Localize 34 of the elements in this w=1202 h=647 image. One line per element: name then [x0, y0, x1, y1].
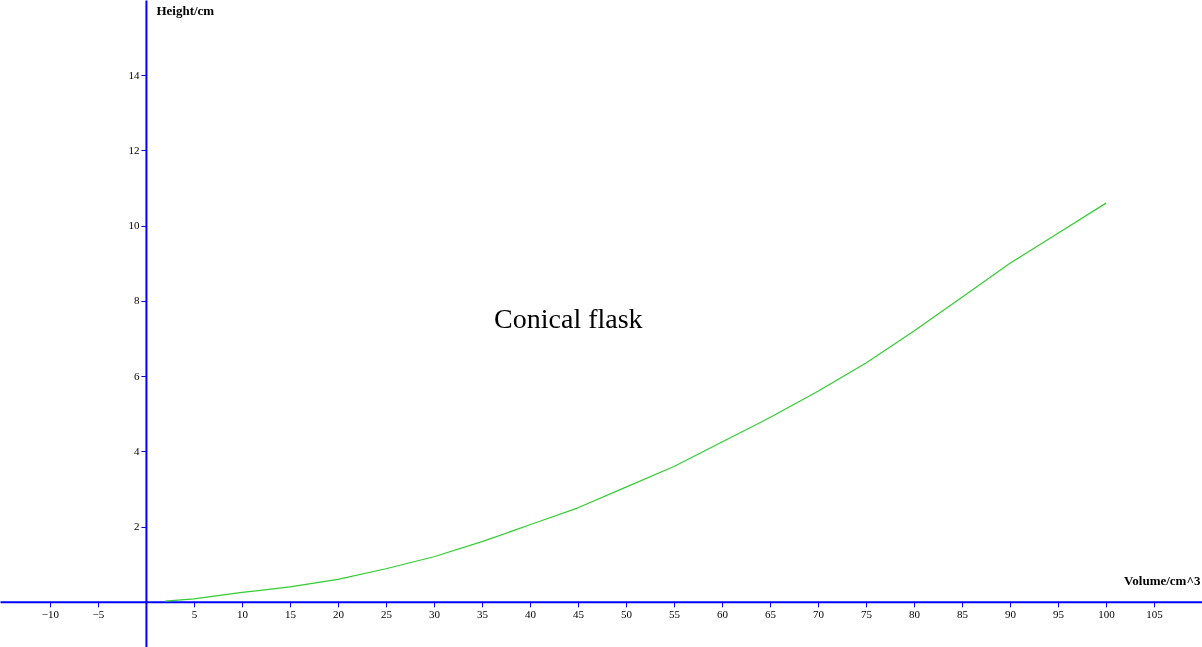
y-tick-label: 10 [128, 219, 140, 232]
x-tick-label: 50 [620, 608, 633, 621]
line-series [164, 202, 1107, 602]
x-tick-label: 55 [668, 608, 681, 621]
x-tick-label: 80 [908, 608, 921, 621]
x-tick-label: 95 [1052, 608, 1065, 621]
x-tick-label: 10 [236, 608, 249, 621]
x-tick-label: 85 [956, 608, 969, 621]
x-tick-label: 75 [860, 608, 873, 621]
y-tick-label: 8 [133, 294, 140, 307]
x-tick-label: −5 [92, 608, 105, 621]
y-tick-label: 6 [133, 369, 140, 382]
x-tick-label: 30 [428, 608, 441, 621]
x-tick-label: 70 [812, 608, 825, 621]
x-tick-label: 20 [332, 608, 345, 621]
x-axis-title: Volume/cm^3 [1124, 573, 1201, 589]
x-tick-label: 105 [1146, 608, 1164, 621]
x-tick-label: 90 [1004, 608, 1017, 621]
x-tick-label: 65 [764, 608, 777, 621]
x-tick-label: 60 [716, 608, 729, 621]
y-tick-label: 12 [128, 143, 140, 156]
x-tick-label: 35 [476, 608, 489, 621]
x-tick-label: 40 [524, 608, 537, 621]
x-tick-label: 100 [1098, 608, 1116, 621]
y-tick-label: 4 [133, 444, 140, 457]
text: Conical flask [494, 302, 643, 334]
x-tick-label: −10 [41, 608, 60, 621]
x-tick-label: 25 [380, 608, 393, 621]
x-tick-label: 5 [191, 608, 198, 621]
y-axis-title: Height/cm [156, 2, 215, 18]
x-tick-label: 15 [284, 608, 297, 621]
y-tick-label: 2 [133, 520, 140, 533]
y-tick-label: 14 [128, 68, 140, 81]
x-tick-label: 45 [572, 608, 585, 621]
